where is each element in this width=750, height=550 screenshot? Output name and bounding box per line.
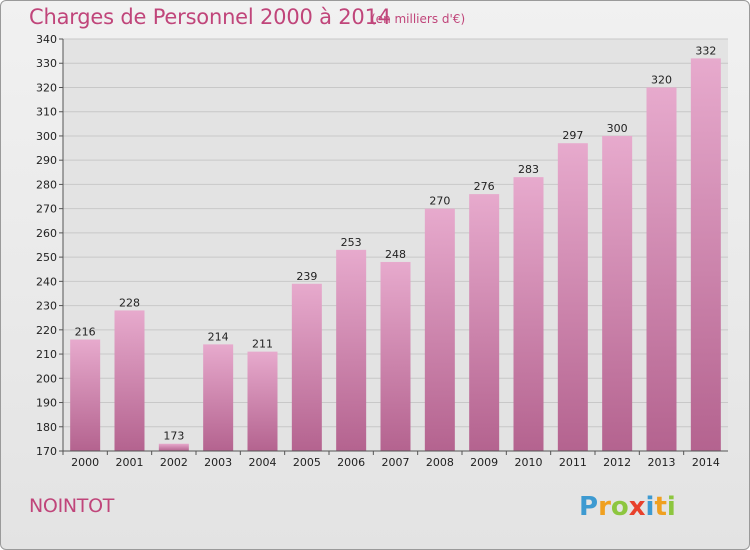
bar-2005 xyxy=(291,283,322,451)
x-tick-label-2004: 2004 xyxy=(249,456,277,469)
y-tick-label: 320 xyxy=(36,81,57,94)
value-label-2006: 253 xyxy=(341,236,362,249)
y-tick-label: 200 xyxy=(36,372,57,385)
x-tick-label-2003: 2003 xyxy=(204,456,232,469)
x-tick-label-2012: 2012 xyxy=(603,456,631,469)
value-label-2005: 239 xyxy=(296,270,317,283)
bar-2004 xyxy=(247,351,278,451)
x-tick-label-2013: 2013 xyxy=(648,456,676,469)
chart-title: Charges de Personnel 2000 à 2014 xyxy=(29,5,391,29)
y-tick-label: 300 xyxy=(36,130,57,143)
y-tick-label: 170 xyxy=(36,445,57,458)
y-tick-label: 240 xyxy=(36,275,57,288)
x-tick-label-2011: 2011 xyxy=(559,456,587,469)
value-label-2008: 270 xyxy=(429,195,450,208)
value-label-2002: 173 xyxy=(163,430,184,443)
y-tick-label: 260 xyxy=(36,227,57,240)
bar-2007 xyxy=(380,261,411,451)
bar-2010 xyxy=(513,177,544,451)
bar-2001 xyxy=(114,310,145,451)
bar-2013 xyxy=(646,87,677,452)
place-name: NOINTOT xyxy=(29,495,115,517)
x-tick-label-2014: 2014 xyxy=(692,456,720,469)
x-tick-label-2001: 2001 xyxy=(116,456,144,469)
bar-2014 xyxy=(690,58,721,451)
x-tick-label-2010: 2010 xyxy=(515,456,543,469)
y-tick-label: 330 xyxy=(36,57,57,70)
y-tick-label: 230 xyxy=(36,300,57,313)
value-label-2004: 211 xyxy=(252,338,273,351)
y-tick-label: 190 xyxy=(36,397,57,410)
x-tick-label-2005: 2005 xyxy=(293,456,321,469)
x-tick-label-2009: 2009 xyxy=(470,456,498,469)
x-tick-label-2006: 2006 xyxy=(337,456,365,469)
y-tick-label: 180 xyxy=(36,421,57,434)
bar-2000 xyxy=(70,339,101,451)
bar-2012 xyxy=(602,135,633,452)
svg-text:Proxiti: Proxiti xyxy=(579,492,676,522)
bar-2002 xyxy=(158,443,189,451)
chart-subtitle: (en milliers d'€) xyxy=(371,12,466,26)
value-label-2010: 283 xyxy=(518,163,539,176)
value-label-2003: 214 xyxy=(208,330,229,343)
y-tick-label: 210 xyxy=(36,348,57,361)
x-tick-label-2007: 2007 xyxy=(382,456,410,469)
proxiti-logo: Proxiti xyxy=(579,492,676,522)
y-tick-label: 340 xyxy=(36,33,57,46)
x-tick-label-2002: 2002 xyxy=(160,456,188,469)
value-label-2011: 297 xyxy=(562,129,583,142)
value-label-2012: 300 xyxy=(607,122,628,135)
y-tick-label: 280 xyxy=(36,178,57,191)
value-label-2009: 276 xyxy=(474,180,495,193)
x-tick-label-2000: 2000 xyxy=(71,456,99,469)
y-tick-label: 290 xyxy=(36,154,57,167)
bar-2003 xyxy=(203,344,234,451)
value-label-2001: 228 xyxy=(119,296,140,309)
x-tick-label-2008: 2008 xyxy=(426,456,454,469)
bar-2008 xyxy=(424,208,455,451)
y-tick-label: 270 xyxy=(36,203,57,216)
value-label-2007: 248 xyxy=(385,248,406,261)
value-label-2000: 216 xyxy=(75,326,96,339)
y-tick-label: 250 xyxy=(36,251,57,264)
value-label-2013: 320 xyxy=(651,73,672,86)
y-tick-label: 220 xyxy=(36,324,57,337)
value-label-2014: 332 xyxy=(695,44,716,57)
bar-2009 xyxy=(469,194,500,451)
bar-2011 xyxy=(557,143,588,451)
y-tick-label: 310 xyxy=(36,106,57,119)
bar-2006 xyxy=(336,249,367,451)
